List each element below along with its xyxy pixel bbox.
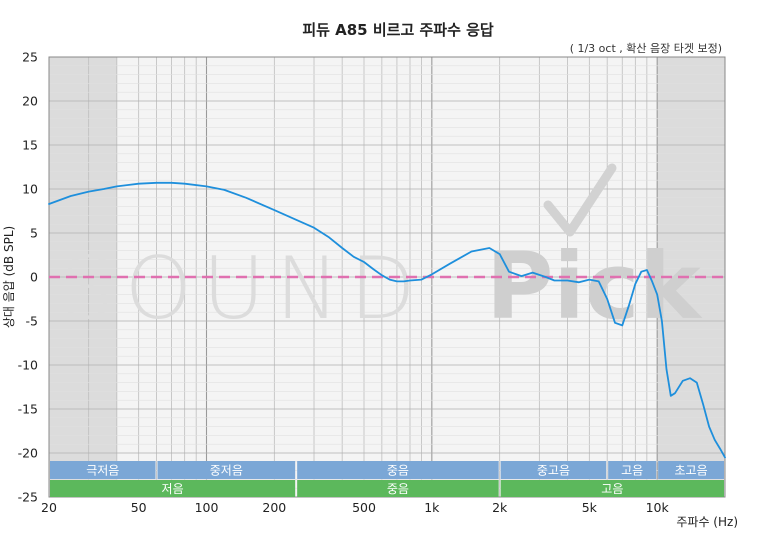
watermark: SOUND Pick [60, 163, 702, 340]
y-tick-label: -5 [26, 314, 38, 329]
x-tick-label: 200 [262, 500, 286, 515]
band-row2-label: 중음 [387, 482, 409, 496]
y-tick-label: -10 [18, 358, 38, 373]
x-tick-label: 1k [424, 500, 440, 515]
watermark-check-mark [543, 163, 617, 237]
band-row2-rect [500, 480, 724, 497]
series-group [48, 181, 726, 459]
y-tick-labels: 25 20 15 10 5 0 -5 -10 -15 -20 -25 [18, 50, 38, 505]
y-tick-label: -20 [18, 446, 38, 461]
x-tick-label: 2k [492, 500, 508, 515]
x-tick-label: 5k [582, 500, 598, 515]
y-tick-label: 20 [22, 94, 38, 109]
watermark-sound: SOUND [60, 239, 426, 339]
band-row2-rect [50, 480, 296, 497]
y-tick-label: 25 [22, 50, 38, 65]
x-tick-labels: 20 50 100 200 500 1k 2k 5k 10k [41, 500, 669, 515]
x-tick-label: 500 [352, 500, 376, 515]
y-axis-label: 상대 음압 (dB SPL) [2, 226, 16, 328]
watermark-pick: Pick [486, 233, 702, 340]
y-tick-label: 5 [30, 226, 38, 241]
band-row1-label: 중저음 [210, 464, 243, 478]
band-row1-label: 고음 [621, 464, 643, 478]
y-tick-label: -25 [18, 490, 38, 505]
band-row1-rect [50, 461, 156, 479]
band-row1-rect [658, 461, 724, 479]
y-tick-label: 10 [22, 182, 38, 197]
band-row1-rect [297, 461, 499, 479]
band-row2-rect [297, 480, 499, 497]
band-row1-label: 중음 [387, 464, 409, 478]
band-row1-rect [157, 461, 296, 479]
band-row1-label: 초고음 [675, 464, 708, 478]
band-row1-rect [500, 461, 607, 479]
series-line [48, 181, 726, 459]
x-tick-label: 50 [131, 500, 147, 515]
chart-title: 피듀 A85 비르고 주파수 응답 [302, 21, 494, 39]
x-axis-label: 주파수 (Hz) [676, 515, 738, 529]
band-row2-label: 저음 [162, 482, 184, 496]
band-row2-label: 고음 [601, 482, 623, 496]
band-row1-label: 중고음 [537, 464, 570, 478]
x-tick-label: 20 [41, 500, 57, 515]
y-tick-label: -15 [18, 402, 38, 417]
x-tick-label: 100 [195, 500, 219, 515]
x-tick-label: 10k [646, 500, 670, 515]
band-row1-rect [608, 461, 657, 479]
y-tick-label: 0 [30, 270, 38, 285]
band-row1-label: 극저음 [86, 464, 119, 478]
y-tick-label: 15 [22, 138, 38, 153]
chart-subtitle: ( 1/3 oct , 확산 음장 타겟 보정) [570, 42, 722, 55]
